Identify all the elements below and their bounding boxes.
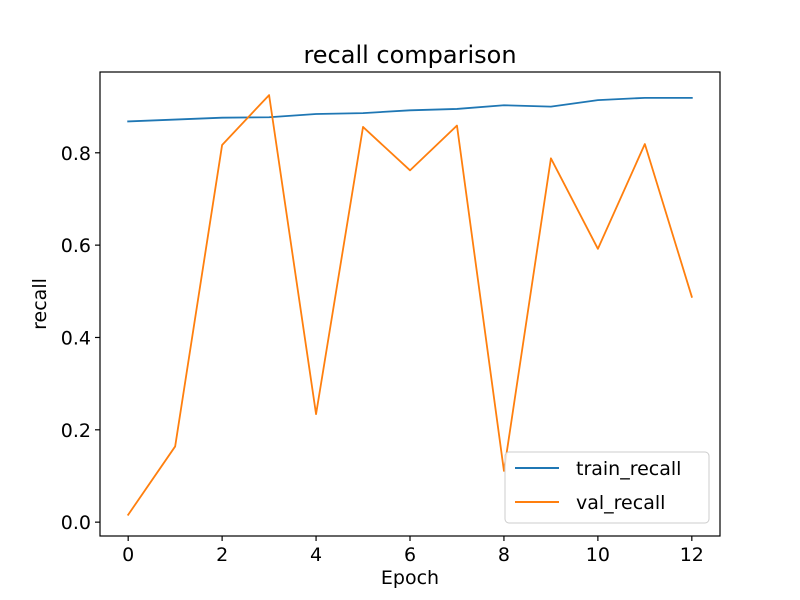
- y-axis-ticks: 0.0 0.2 0.4 0.6 0.8: [61, 143, 100, 534]
- x-tick-label: 12: [680, 544, 704, 566]
- x-tick-label: 8: [498, 544, 510, 566]
- x-axis-ticks: 0 2 4 6 8 10 12: [122, 536, 704, 566]
- y-axis-label: recall: [29, 278, 51, 330]
- chart-title: recall comparison: [303, 41, 516, 69]
- legend-label-val-recall: val_recall: [576, 492, 665, 514]
- legend: train_recall val_recall: [504, 451, 710, 524]
- y-tick-label: 0.0: [61, 512, 91, 534]
- legend-box: [504, 451, 710, 524]
- x-tick-label: 6: [404, 544, 416, 566]
- series-line-train-recall: [127, 96, 693, 123]
- series-line-val-recall: [126, 94, 693, 517]
- legend-label-train-recall: train_recall: [576, 458, 681, 480]
- x-tick-label: 10: [586, 544, 610, 566]
- y-tick-label: 0.6: [61, 235, 91, 257]
- y-tick-label: 0.4: [61, 327, 91, 349]
- y-tick-label: 0.8: [61, 143, 91, 165]
- x-tick-label: 0: [122, 544, 134, 566]
- plot-area: 0 2 4 6 8 10 12 0.0 0.2 0.4 0.6 0.8: [61, 71, 721, 566]
- x-tick-label: 4: [310, 544, 322, 566]
- x-axis-label: Epoch: [381, 567, 439, 589]
- x-tick-label: 2: [216, 544, 228, 566]
- series-lines: [126, 94, 693, 517]
- y-tick-label: 0.2: [61, 420, 91, 442]
